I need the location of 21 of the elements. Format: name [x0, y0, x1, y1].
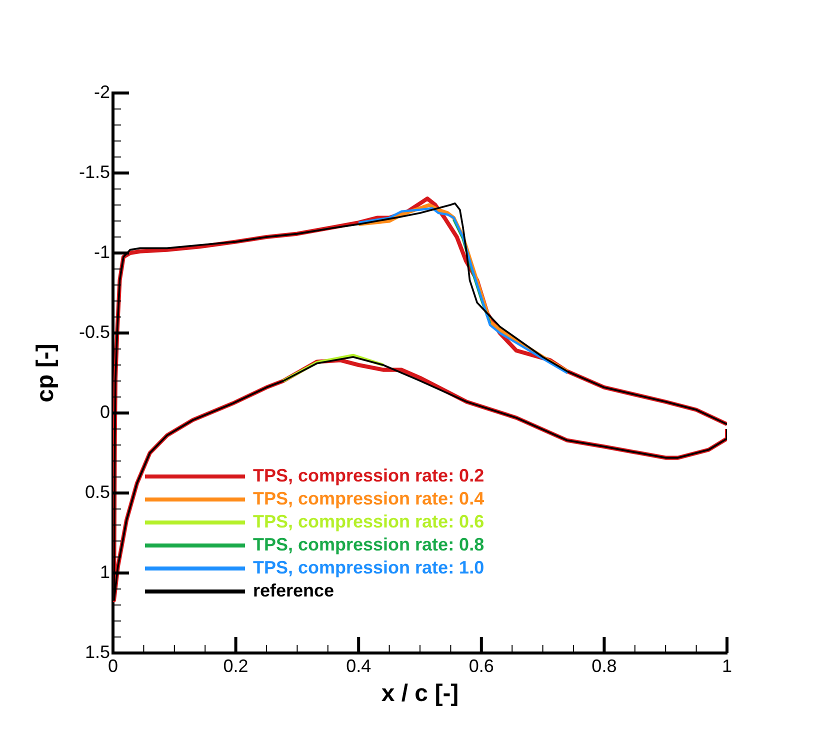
- text: TPS, compression rate: 0.2: [253, 465, 484, 486]
- y-tick-label: -2: [94, 82, 110, 102]
- x-tick-label: 0.2: [223, 656, 248, 676]
- text: TPS, compression rate: 1.0: [253, 557, 484, 578]
- y-tick-label: 1.5: [84, 642, 110, 662]
- x-tick-label: 1: [722, 656, 732, 676]
- y-tick-label: 0.5: [84, 482, 110, 502]
- y-tick-label: -0.5: [78, 322, 110, 342]
- y-tick-label: 1: [100, 562, 110, 582]
- x-tick-label: 0.8: [592, 656, 617, 676]
- x-tick-label: 0.4: [346, 656, 372, 676]
- text: TPS, compression rate: 0.8: [253, 534, 484, 554]
- text: TPS, compression rate: 0.4: [253, 488, 484, 508]
- y-axis-title: cp [-]: [32, 344, 60, 402]
- text: reference: [253, 580, 334, 600]
- y-tick-label: -1.5: [78, 162, 110, 182]
- text: TPS, compression rate: 0.6: [253, 511, 484, 532]
- x-axis-title: x / c [-]: [381, 680, 459, 708]
- x-tick-label: 0.6: [468, 656, 494, 676]
- y-tick-label: 0: [100, 402, 110, 422]
- y-tick-label: -1: [94, 242, 110, 262]
